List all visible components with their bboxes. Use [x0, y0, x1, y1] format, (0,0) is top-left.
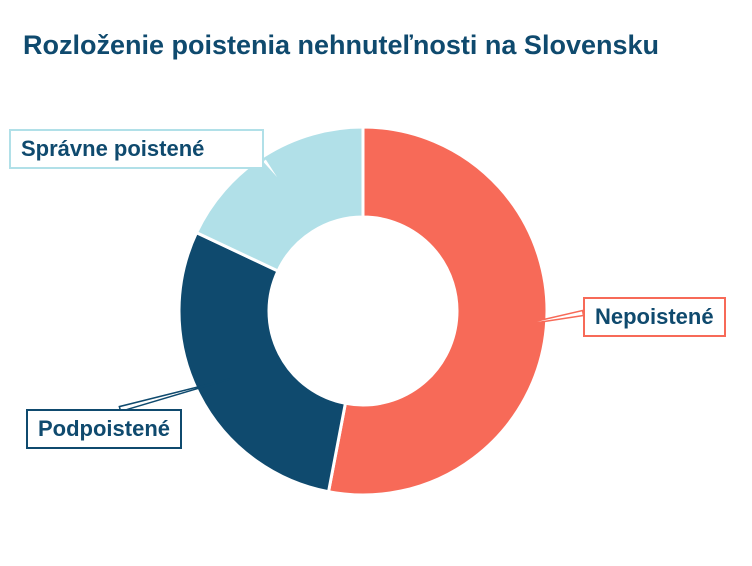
slice-label-nepoistene: Nepoistené — [583, 297, 726, 337]
slice-label-podpoistene: Podpoistené — [26, 409, 183, 449]
leader-line-2 — [260, 157, 284, 185]
donut-slices — [177, 125, 549, 497]
slice-0 — [326, 125, 549, 497]
slice-label-spravne-poistene: Správne poistené — [9, 129, 264, 169]
slice-2 — [194, 125, 365, 273]
chart-title: Rozloženie poistenia nehnuteľnosti na Sl… — [23, 30, 659, 60]
slice-1 — [177, 230, 348, 494]
label-leaders — [118, 157, 585, 413]
